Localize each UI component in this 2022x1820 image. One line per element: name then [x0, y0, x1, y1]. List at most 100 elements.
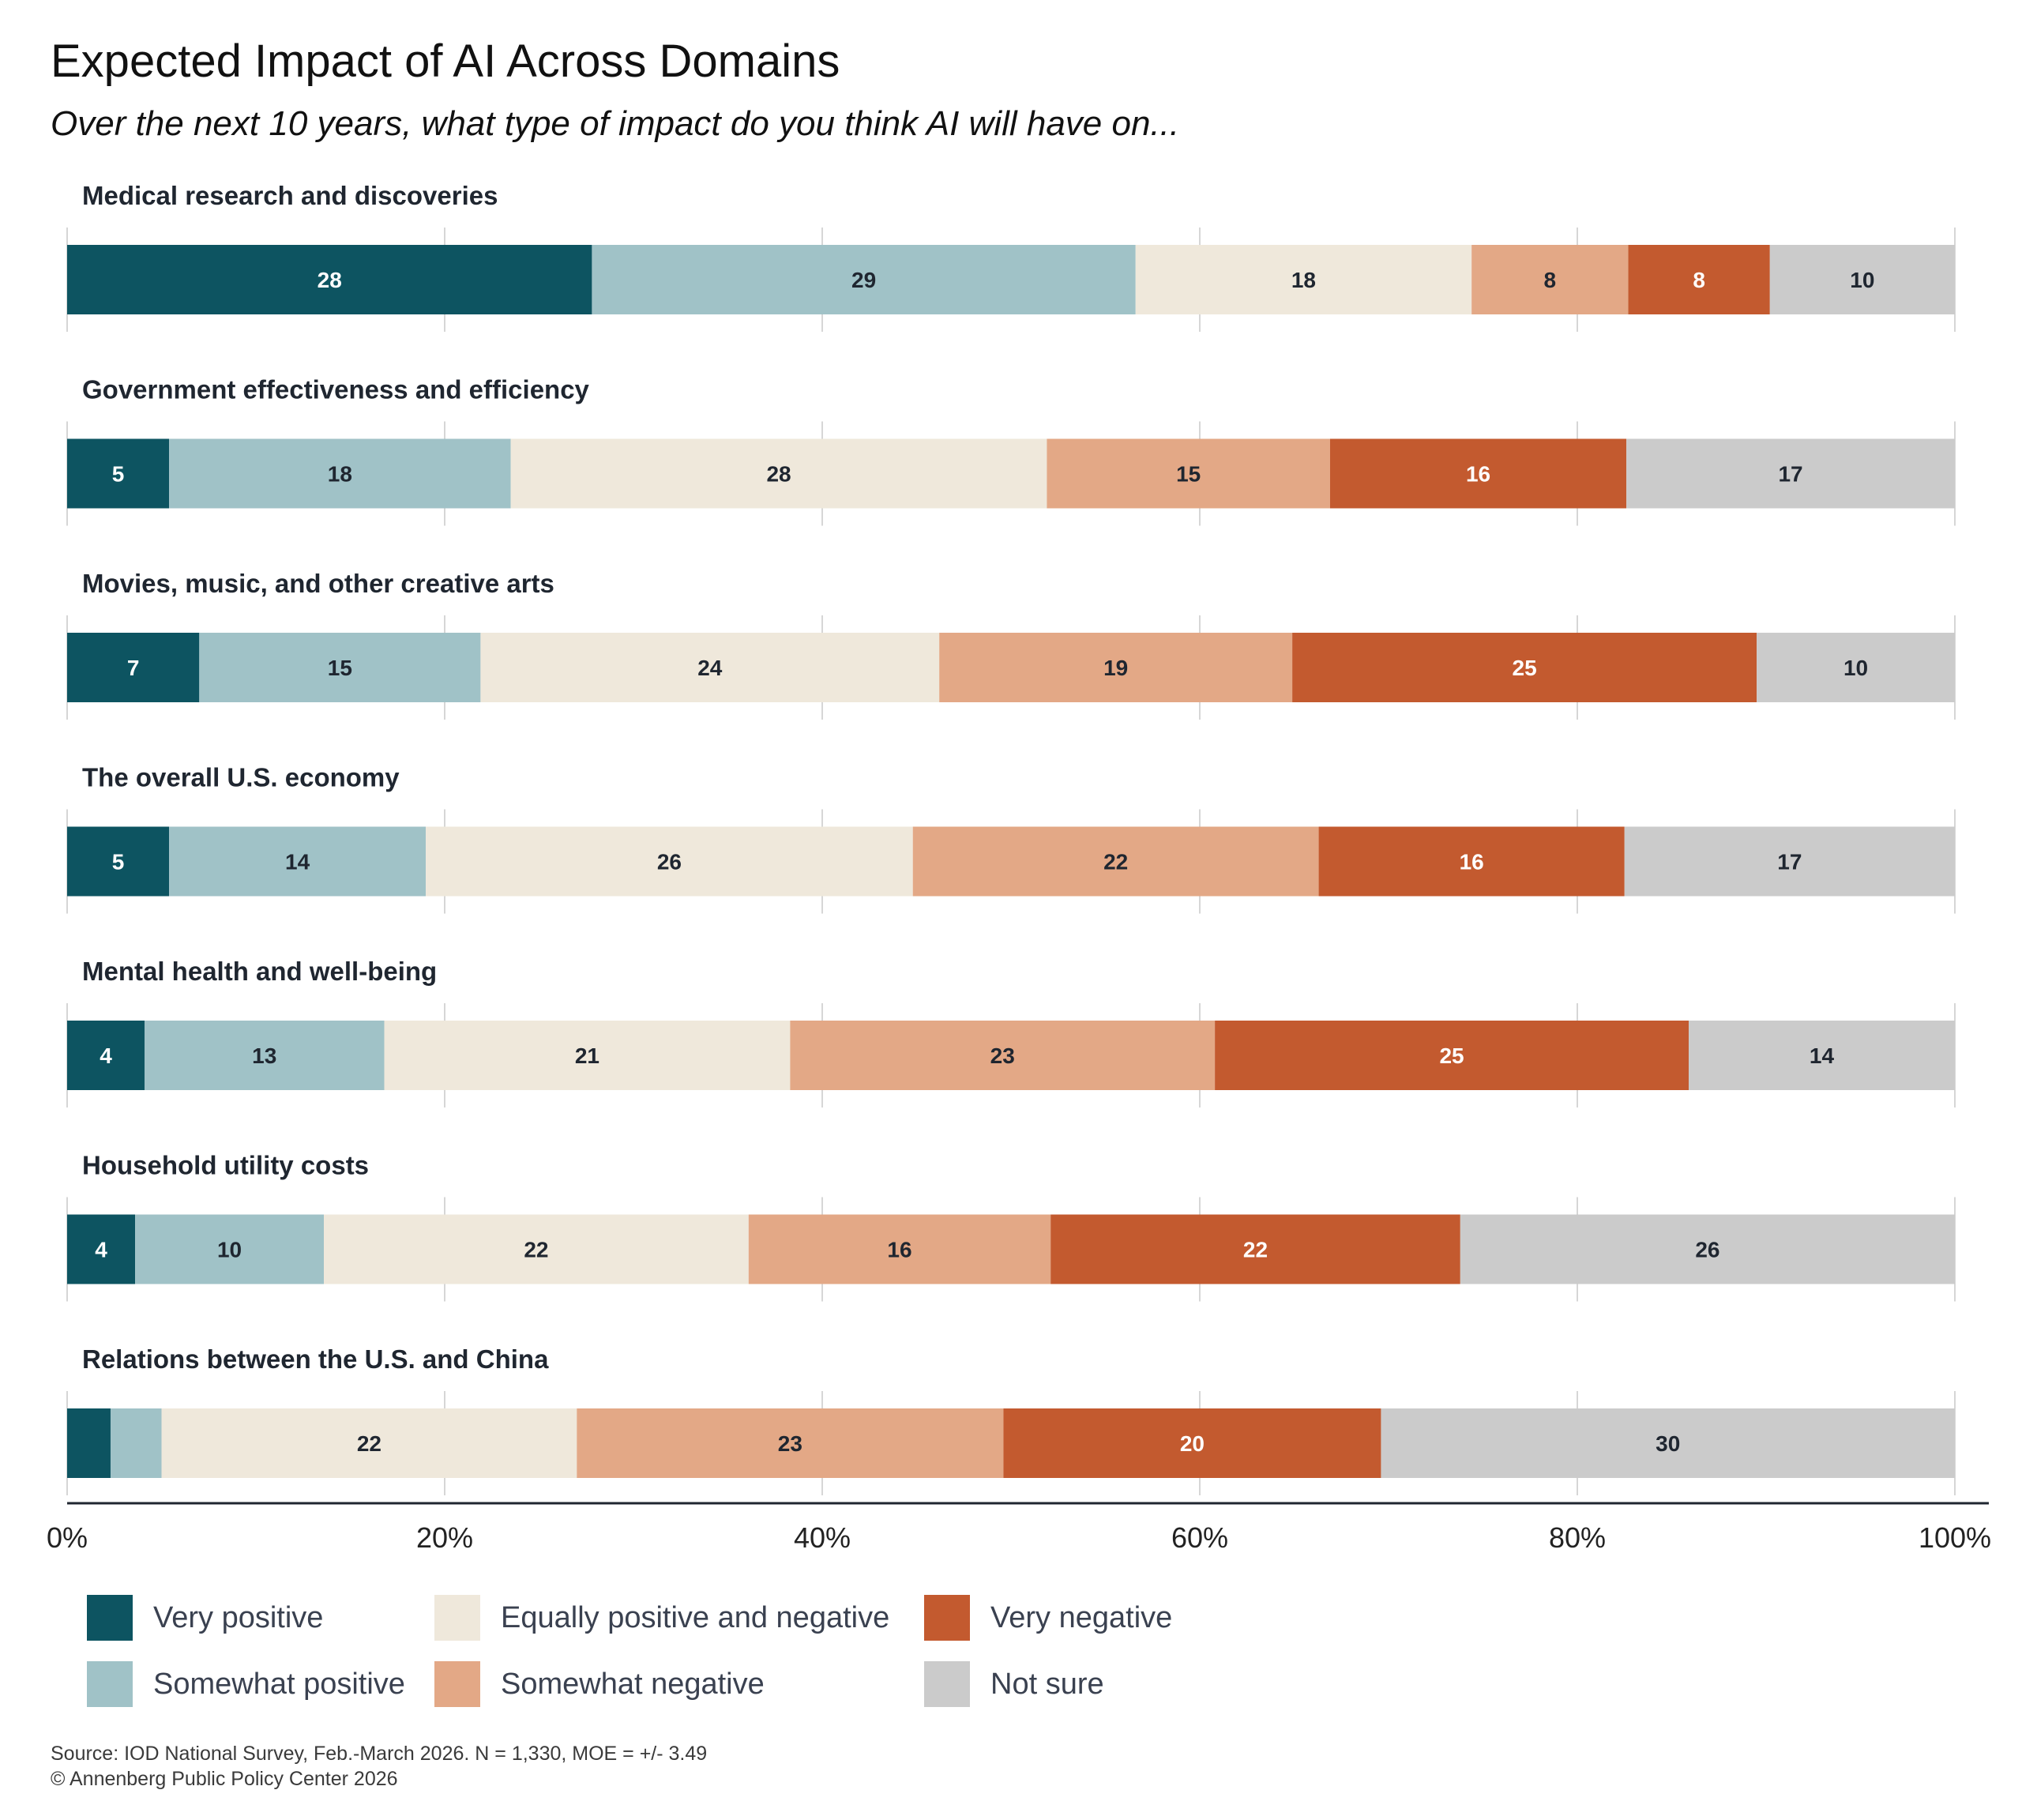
- category-label: Relations between the U.S. and China: [82, 1344, 549, 1374]
- category-labels: Medical research and discoveries Governme…: [82, 181, 590, 1374]
- bar-segment: [426, 826, 913, 897]
- bar-segment: [384, 1021, 791, 1090]
- category-label: Medical research and discoveries: [82, 181, 498, 210]
- bar-segment: [939, 633, 1293, 702]
- data-label: 17: [1778, 462, 1802, 487]
- data-label: 10: [1843, 656, 1868, 680]
- x-tick-label: 40%: [794, 1521, 851, 1548]
- data-label: 4: [95, 1238, 107, 1262]
- data-label: 28: [766, 462, 791, 487]
- data-label: 8: [1693, 268, 1705, 292]
- x-tick-label: 0%: [47, 1521, 88, 1548]
- data-label: 13: [252, 1043, 276, 1068]
- legend-label: Very negative: [990, 1600, 1173, 1634]
- bar-segment: [1135, 245, 1472, 314]
- bar-segment: [324, 1214, 749, 1284]
- bar-segment: [1628, 245, 1770, 314]
- bar-segment: [144, 1021, 385, 1090]
- chart-subtitle: Over the next 10 years, what type of imp…: [51, 104, 1180, 143]
- category-label: Movies, music, and other creative arts: [82, 569, 554, 598]
- bar-segment: [67, 438, 170, 509]
- bar-segment: [790, 1021, 1216, 1090]
- bar-segment: [1318, 826, 1625, 897]
- data-label: 30: [1656, 1431, 1680, 1456]
- bar-segment: [1047, 438, 1330, 509]
- data-label: 20: [1180, 1431, 1205, 1456]
- data-label: 18: [1291, 268, 1316, 292]
- data-label: 10: [217, 1238, 242, 1262]
- legend: Very positive Somewhat positive Equally po…: [87, 1594, 1193, 1736]
- bar-segment: [1471, 245, 1629, 314]
- data-label: 23: [778, 1431, 802, 1456]
- legend-label: Somewhat positive: [153, 1667, 405, 1701]
- bar-segment: [1381, 1408, 1955, 1478]
- legend-label: Very positive: [153, 1600, 324, 1634]
- data-label: 4: [100, 1043, 112, 1068]
- data-label: 5: [112, 850, 125, 874]
- data-label: 21: [575, 1043, 599, 1068]
- x-tick-label: 60%: [1171, 1521, 1228, 1548]
- data-label: 14: [1810, 1043, 1835, 1068]
- bar-segment: [592, 245, 1136, 314]
- bar-segment: [67, 826, 170, 897]
- bars: 28 29 18 8 8 10 5 18 28 15 16 17 7 15 24 19 25 10 5 14 26 22 1…: [67, 245, 1955, 1478]
- bar-segment: [748, 1214, 1051, 1284]
- legend-swatch: [87, 1661, 133, 1707]
- data-label: 28: [318, 268, 342, 292]
- bar-segment: [169, 826, 427, 897]
- data-label: 8: [1544, 268, 1557, 292]
- legend-label: Equally positive and negative: [501, 1600, 890, 1634]
- bar-segment: [1769, 245, 1955, 314]
- bar-segment: [67, 1408, 111, 1478]
- category-label: The overall U.S. economy: [82, 763, 400, 792]
- bar-segment: [1689, 1021, 1955, 1090]
- chart-title: Expected Impact of AI Across Domains: [51, 36, 840, 87]
- bar-segment: [510, 438, 1047, 509]
- legend-swatch: [87, 1595, 133, 1641]
- data-label: 15: [328, 656, 352, 680]
- x-tick-label: 100%: [1919, 1521, 1991, 1548]
- bar-segment: [67, 1021, 145, 1090]
- data-label: 18: [328, 462, 352, 487]
- x-tick-label: 80%: [1549, 1521, 1606, 1548]
- bar-segment: [199, 633, 481, 702]
- source-note: Source: IOD National Survey, Feb.-March …: [51, 1743, 708, 1765]
- bar-segment: [1329, 438, 1627, 509]
- data-label: 25: [1513, 656, 1537, 680]
- bar-segment: [110, 1408, 162, 1478]
- data-label: 14: [285, 850, 310, 874]
- bar-segment: [1626, 438, 1955, 509]
- category-label: Government effectiveness and efficiency: [82, 375, 590, 404]
- data-label: 29: [851, 268, 876, 292]
- data-label: 25: [1439, 1043, 1464, 1068]
- bar-segment: [1003, 1408, 1381, 1478]
- legend-item: Very positive: [87, 1594, 323, 1641]
- data-label: 16: [1466, 462, 1490, 487]
- bar-segment: [912, 826, 1319, 897]
- bar-segment: [1624, 826, 1955, 897]
- category-label: Mental health and well-being: [82, 957, 437, 986]
- data-label: 15: [1176, 462, 1201, 487]
- data-label: 24: [697, 656, 723, 680]
- data-label: 22: [1103, 850, 1128, 874]
- bar-segment: [169, 438, 511, 509]
- data-label: 19: [1103, 656, 1128, 680]
- data-label: 23: [990, 1043, 1015, 1068]
- data-label: 22: [1243, 1238, 1268, 1262]
- legend-item: Not sure: [924, 1660, 1104, 1708]
- legend-label: Somewhat negative: [501, 1667, 765, 1701]
- bar-segment: [135, 1214, 325, 1284]
- legend-item: Equally positive and negative: [434, 1594, 889, 1641]
- legend-swatch: [434, 1661, 480, 1707]
- data-label: 22: [524, 1238, 548, 1262]
- legend-item: Very negative: [924, 1594, 1172, 1641]
- bar-segment: [1215, 1021, 1689, 1090]
- bar-segment: [577, 1408, 1004, 1478]
- data-label: 10: [1850, 268, 1874, 292]
- bar-segment: [161, 1408, 577, 1478]
- data-label: 22: [357, 1431, 381, 1456]
- data-label: 16: [1460, 850, 1484, 874]
- bar-segment: [67, 633, 200, 702]
- legend-item: Somewhat negative: [434, 1660, 765, 1708]
- bar-segment: [1050, 1214, 1460, 1284]
